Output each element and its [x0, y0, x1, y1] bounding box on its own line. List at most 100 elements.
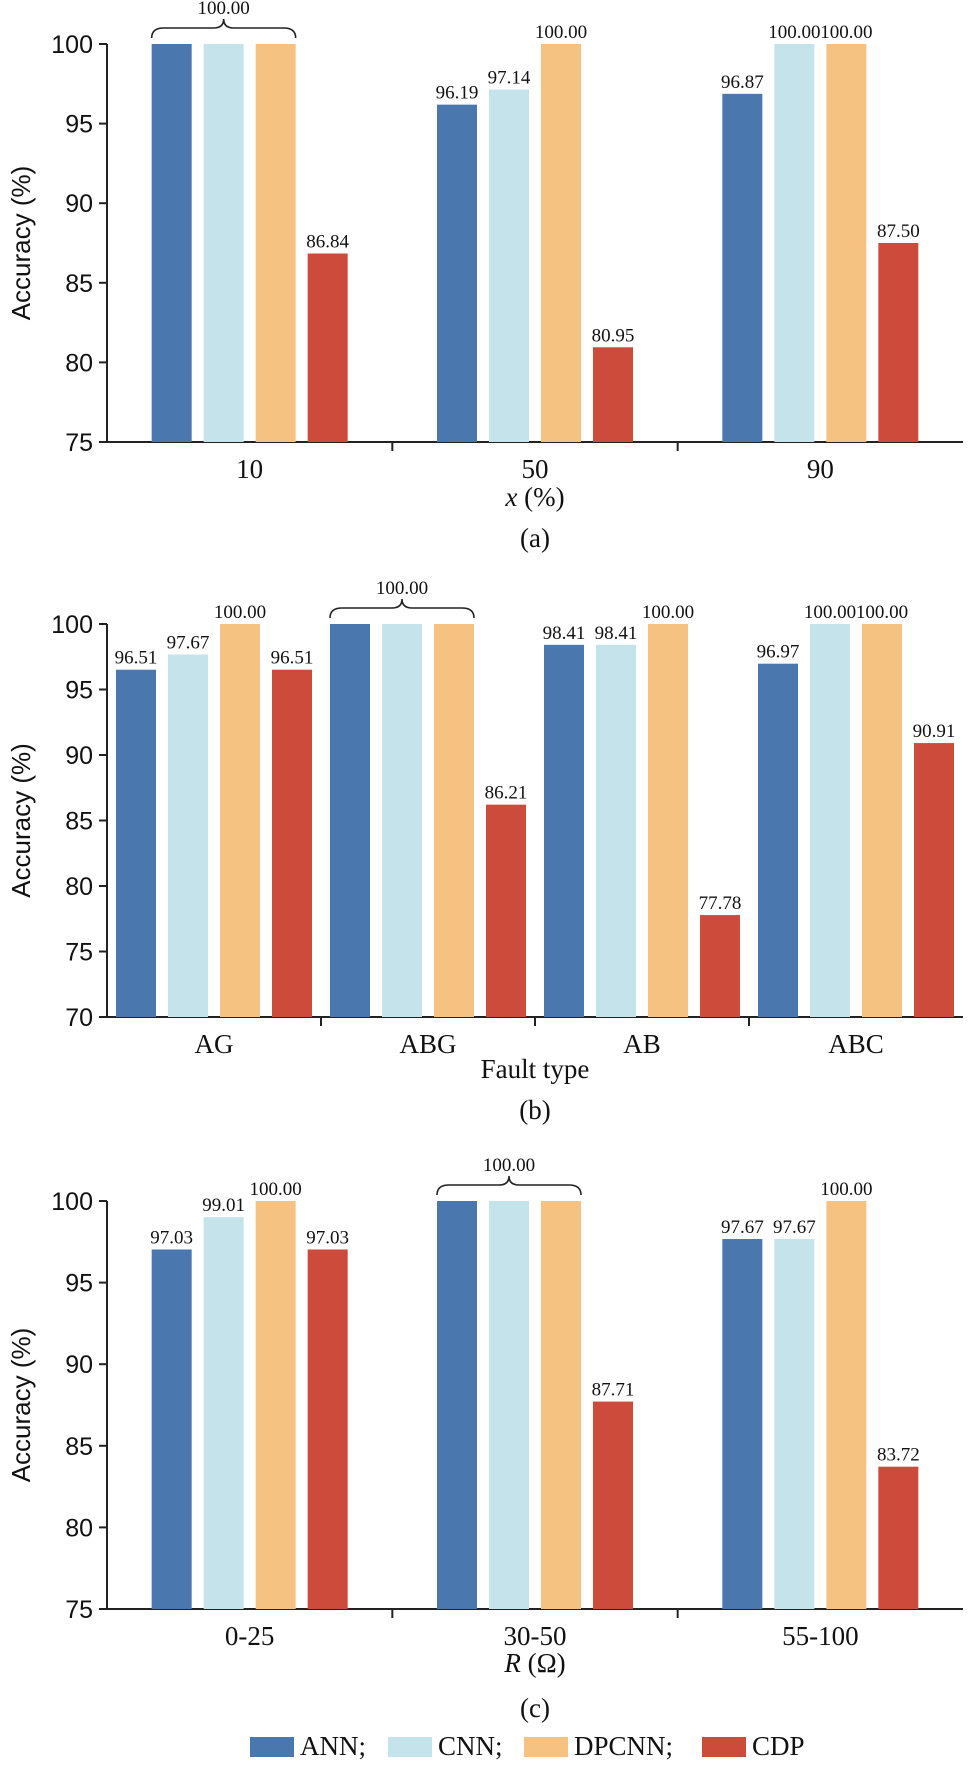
x-axis-label: x (%)	[504, 482, 564, 512]
bar-cnn-ag	[168, 654, 208, 1017]
y-tick-label: 100	[51, 611, 93, 639]
bar-cdp-ag	[272, 669, 312, 1017]
bar-ann-ag	[116, 669, 156, 1017]
bar-cdp-55-100	[878, 1466, 919, 1609]
y-tick-label: 85	[65, 808, 93, 836]
bar-cnn-ab	[596, 644, 636, 1017]
bar-dpcnn-50	[541, 44, 581, 442]
data-label: 98.41	[595, 623, 638, 644]
data-label: 100.00	[820, 1179, 872, 1200]
data-label: 97.03	[150, 1227, 193, 1248]
bar-ann-0-25	[151, 1249, 192, 1609]
bar-ann-55-100	[722, 1239, 763, 1609]
x-tick-label: 55-100	[782, 1621, 859, 1651]
bar-cnn-abg	[382, 624, 422, 1017]
data-label: 100.00	[768, 22, 820, 43]
y-tick-label: 70	[65, 1004, 93, 1032]
y-tick-label: 100	[51, 1188, 93, 1216]
group-brace	[150, 18, 297, 39]
x-tick-label: 50	[522, 454, 549, 484]
x-tick-label: ABC	[828, 1029, 884, 1059]
bar-dpcnn-abg	[434, 624, 474, 1017]
bar-cnn-90	[774, 44, 815, 442]
bar-cnn-abc	[810, 624, 850, 1017]
y-tick-label: 95	[65, 1270, 93, 1298]
panel-caption: (b)	[519, 1095, 550, 1125]
data-label: 86.84	[306, 232, 349, 253]
legend-swatch	[702, 1737, 746, 1757]
group-brace	[436, 1175, 582, 1196]
x-tick-label: 0-25	[225, 1621, 275, 1651]
data-label: 100.00	[214, 602, 266, 623]
y-tick-label: 80	[65, 349, 93, 377]
x-tick-label: AB	[623, 1029, 661, 1059]
chart-panels: 75 80 85 90 95 100 Accuracy (%) 86.84 10 96.19 97.…	[6, 0, 963, 1723]
bar-cnn-0-25	[203, 1217, 244, 1609]
y-tick-label: 85	[65, 1433, 93, 1461]
bar-dpcnn-ag	[220, 624, 260, 1017]
bar-dpcnn-10	[255, 44, 296, 442]
legend: ANN; CNN; DPCNN; CDP	[250, 1731, 805, 1761]
bar-ann-ab	[544, 644, 584, 1017]
data-label: 97.03	[306, 1227, 349, 1248]
legend-label: CDP	[752, 1731, 805, 1761]
x-axis-label: R (Ω)	[503, 1648, 565, 1678]
bar-cnn-55-100	[774, 1239, 815, 1609]
y-tick-label: 75	[65, 1596, 93, 1624]
bar-cdp-abc	[914, 743, 954, 1017]
bar-cdp-90	[878, 243, 919, 442]
legend-swatch	[388, 1737, 432, 1757]
y-axis-label: Accuracy (%)	[6, 1328, 36, 1483]
bar-ann-abc	[758, 663, 798, 1017]
bar-ann-50	[437, 104, 477, 442]
bar-cdp-30-50	[593, 1401, 633, 1609]
y-tick-label: 90	[65, 1351, 93, 1379]
legend-label: ANN;	[300, 1731, 366, 1761]
bar-cdp-0-25	[307, 1249, 348, 1609]
legend-item-cnn: CNN;	[388, 1731, 503, 1761]
legend-item-dpcnn: DPCNN;	[524, 1731, 673, 1761]
bar-dpcnn-55-100	[826, 1201, 867, 1609]
data-label: 97.14	[488, 68, 531, 89]
brace-label: 100.00	[376, 578, 428, 599]
data-label: 96.19	[436, 83, 479, 104]
data-label: 100.00	[250, 1179, 302, 1200]
data-label: 100.00	[642, 602, 694, 623]
data-label: 80.95	[592, 325, 635, 346]
brace-label: 100.00	[483, 1155, 535, 1176]
data-label: 98.41	[543, 623, 586, 644]
brace-label: 100.00	[198, 0, 250, 19]
bar-ann-abg	[330, 624, 370, 1017]
y-tick-label: 90	[65, 742, 93, 770]
data-label: 96.51	[115, 648, 158, 669]
bar-cnn-50	[489, 89, 529, 443]
data-label: 96.87	[721, 72, 764, 93]
y-axis-label: Accuracy (%)	[6, 166, 36, 321]
x-axis-label: Fault type	[481, 1054, 590, 1084]
panel-caption: (a)	[520, 523, 550, 553]
x-tick-label: 10	[236, 454, 263, 484]
data-label: 87.50	[877, 221, 920, 242]
y-tick-label: 85	[65, 270, 93, 298]
bar-ann-30-50	[437, 1201, 477, 1609]
bar-cnn-10	[203, 44, 244, 442]
bar-dpcnn-0-25	[255, 1201, 296, 1609]
y-tick-label: 80	[65, 873, 93, 901]
data-label: 99.01	[202, 1195, 245, 1216]
bar-cdp-abg	[486, 804, 526, 1017]
legend-label: CNN;	[438, 1731, 503, 1761]
y-tick-label: 90	[65, 190, 93, 218]
data-label: 100.00	[820, 22, 872, 43]
y-tick-label: 100	[51, 31, 93, 59]
legend-swatch	[524, 1737, 568, 1757]
data-label: 90.91	[913, 721, 956, 742]
bar-dpcnn-90	[826, 44, 867, 442]
y-tick-label: 75	[65, 429, 93, 457]
data-label: 86.21	[485, 783, 528, 804]
data-label: 100.00	[856, 602, 908, 623]
data-label: 97.67	[773, 1217, 816, 1238]
bar-dpcnn-ab	[648, 624, 688, 1017]
panel-caption: (c)	[520, 1693, 550, 1723]
